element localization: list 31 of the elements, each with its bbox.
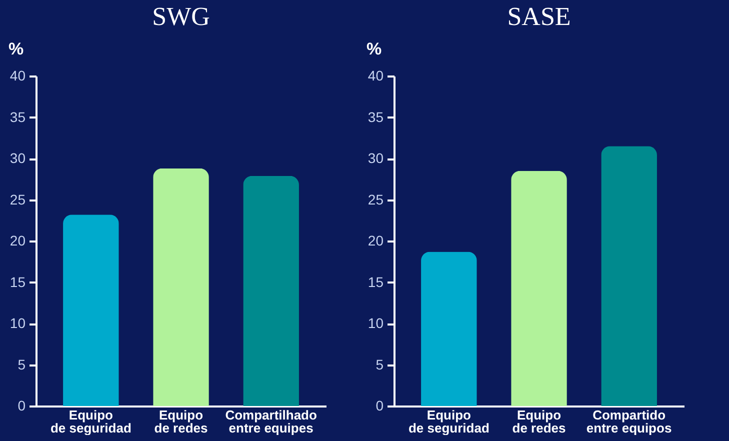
- y-axis-title: %: [8, 40, 24, 58]
- bar: [511, 170, 567, 406]
- x-tick-label: Equipo de seguridad: [408, 408, 490, 436]
- bar: [421, 252, 477, 406]
- bar: [601, 146, 657, 406]
- y-tick-label: 15: [368, 274, 384, 290]
- x-tick-label: Compartido entre equipos: [586, 408, 672, 436]
- y-tick-label: 25: [10, 191, 26, 208]
- y-axis-title: %: [366, 40, 382, 58]
- y-tick-label: 10: [368, 315, 384, 331]
- y-tick-label: 15: [10, 274, 26, 290]
- y-tick-label: 40: [368, 68, 384, 84]
- y-tick-label: 35: [10, 108, 26, 125]
- y-tick-label: 0: [376, 398, 384, 414]
- y-tick-label: 25: [368, 191, 384, 208]
- x-tick-label: Equipo de redes: [512, 408, 566, 436]
- y-tick-label: 40: [10, 68, 26, 84]
- y-tick-label: 0: [18, 398, 26, 414]
- y-tick-label: 30: [10, 150, 26, 166]
- y-tick-label: 10: [10, 315, 26, 331]
- y-tick-label: 35: [368, 108, 384, 125]
- x-tick-label: Equipo de redes: [154, 408, 208, 436]
- chart-title: SASE: [507, 2, 571, 31]
- y-tick-label: 20: [10, 232, 26, 248]
- y-tick-label: 30: [368, 150, 384, 166]
- y-tick-label: 20: [368, 232, 384, 248]
- chart-title: SWG: [152, 2, 210, 31]
- x-tick-label: Equipo de seguridad: [50, 408, 132, 436]
- x-tick-label: Compartilhado entre equipes: [225, 408, 317, 436]
- y-tick-label: 5: [18, 356, 26, 372]
- y-tick-label: 5: [376, 356, 384, 372]
